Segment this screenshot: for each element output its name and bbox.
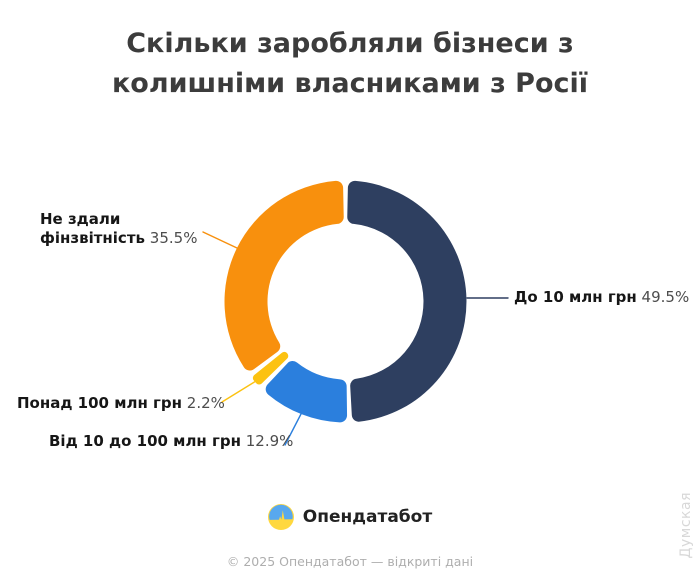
label-noreport: Не здали фінзвітність 35.5%	[40, 210, 197, 248]
footer-copyright: © 2025 Опендатабот — відкриті дані	[226, 554, 474, 569]
label-over100-name: Понад 100 млн грн	[17, 394, 182, 412]
label-mid: Від 10 до 100 млн грн 12.9%	[49, 432, 293, 451]
page-title-line-1: Скільки заробляли бізнеси з	[126, 28, 574, 59]
label-under10: До 10 млн грн 49.5%	[514, 288, 689, 307]
label-noreport-name-line1: Не здали	[40, 210, 121, 228]
pie-segments	[224, 180, 467, 423]
page-title: Скільки заробляли бізнеси з колишніми вла…	[0, 24, 700, 104]
pie-segment-3	[224, 180, 344, 371]
label-under10-pct: 49.5%	[641, 288, 690, 306]
watermark: Думская	[678, 492, 694, 559]
opendatabot-logo-text: Опендатабот	[302, 507, 433, 527]
label-mid-name: Від 10 до 100 млн грн	[49, 432, 241, 450]
leader-line-mid	[284, 413, 302, 446]
label-under10-name: До 10 млн грн	[514, 288, 637, 306]
pie-segment-2	[252, 351, 289, 385]
pie-segment-0	[347, 180, 467, 422]
label-over100-pct: 2.2%	[186, 394, 225, 412]
leader-lines	[202, 231, 509, 446]
pie-segment-1	[265, 361, 348, 423]
opendatabot-logo: Опендатабот	[0, 503, 700, 531]
page-title-line-2: колишніми власниками з Росії	[111, 68, 589, 99]
label-noreport-pct: 35.5%	[149, 229, 198, 247]
opendatabot-logo-icon	[267, 504, 294, 530]
leader-line-over100	[221, 380, 257, 403]
label-mid-pct: 12.9%	[245, 432, 294, 450]
leader-line-noreport	[202, 231, 238, 249]
label-noreport-name-line2: фінзвітність	[40, 229, 146, 247]
label-over100: Понад 100 млн грн 2.2%	[17, 394, 225, 413]
